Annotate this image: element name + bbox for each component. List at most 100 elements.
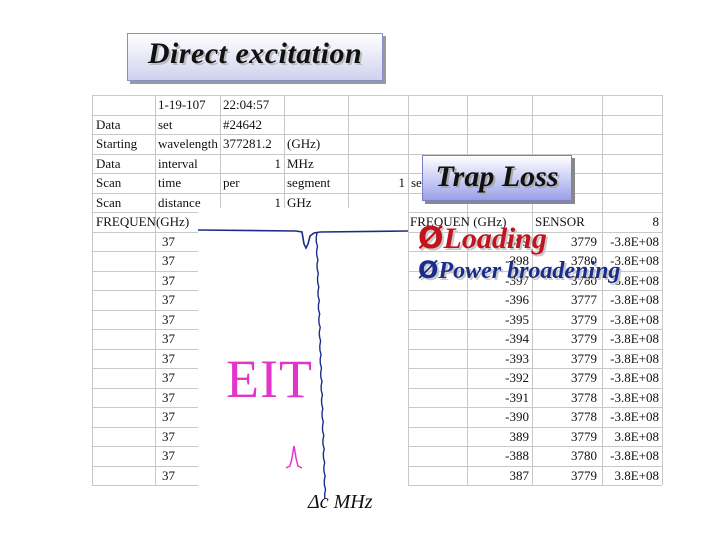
sheet-cell: FREQUEN (GHz) xyxy=(410,214,507,229)
sheet-cell: 1-19-107 xyxy=(158,97,206,112)
sheet-cell: 3778 xyxy=(571,409,597,424)
sheet-cell: -3.8E+08 xyxy=(610,253,659,268)
sheet-cell: -399 xyxy=(505,233,529,249)
trap-loss-spectrum xyxy=(197,229,409,499)
sheet-cell: set xyxy=(158,116,173,132)
eit-peak-trace xyxy=(285,445,303,469)
sheet-cell: -3.8E+08 xyxy=(610,331,659,346)
sheet-cell: -395 xyxy=(505,311,529,327)
bullet-power-broadening: ØPower broadening xyxy=(418,256,620,285)
grid-line-horizontal xyxy=(92,114,662,116)
sheet-cell: time xyxy=(158,175,182,190)
sheet-cell: 37 xyxy=(162,272,175,288)
sheet-cell: 3779 xyxy=(571,370,597,385)
detuning-symbol: Δc xyxy=(308,491,329,513)
arrow-bullet-icon: Ø xyxy=(418,221,444,256)
sheet-cell: 37 xyxy=(162,389,175,405)
sheet-cell: (GHz) xyxy=(287,136,321,151)
sheet-cell: SENSOR xyxy=(535,214,585,229)
sheet-cell: -3.8E+08 xyxy=(610,292,659,307)
detuning-unit: MHz xyxy=(333,491,373,513)
sheet-cell: 3780 xyxy=(571,272,597,288)
sheet-cell: 22:04:57 xyxy=(223,97,270,112)
spectrum-upper-trace xyxy=(197,229,409,250)
sheet-cell: 3778 xyxy=(571,389,597,405)
sheet-cell: wavelength xyxy=(158,136,218,151)
sheet-cell: 3779 xyxy=(571,350,597,366)
sheet-cell: -3.8E+08 xyxy=(610,272,659,288)
sheet-cell: 37 xyxy=(162,448,175,463)
arrow-bullet-icon: Ø xyxy=(418,256,439,284)
sheet-cell: 3780 xyxy=(571,253,597,268)
sheet-cell: interval xyxy=(158,155,198,171)
sheet-cell: 389 xyxy=(509,428,530,444)
bullet-power-broadening-text: Power broadening xyxy=(438,258,621,284)
trap-loss-title: Trap Loss xyxy=(435,160,559,193)
grid-line-horizontal xyxy=(92,153,662,155)
sheet-cell: 1 xyxy=(274,194,282,210)
sheet-cell: 3779 xyxy=(571,233,597,249)
sheet-cell: 1 xyxy=(398,175,406,190)
sheet-cell: distance xyxy=(158,194,201,210)
sheet-cell: 3779 xyxy=(571,428,597,444)
sheet-cell: 387 xyxy=(509,467,530,483)
sheet-cell: MHz xyxy=(287,155,314,171)
sheet-cell: 3779 xyxy=(571,311,597,327)
sheet-cell: -393 xyxy=(505,350,529,366)
sheet-cell: -394 xyxy=(505,331,529,346)
sheet-cell: #24642 xyxy=(223,116,262,132)
sheet-cell: -396 xyxy=(505,292,529,307)
sheet-cell: -398 xyxy=(505,253,529,268)
grid-line-horizontal xyxy=(92,95,662,96)
sheet-cell: Scan xyxy=(96,175,122,190)
bullet-loading: ØLoading xyxy=(418,221,547,256)
eit-label: EIT xyxy=(226,349,313,409)
slide-title: Direct excitation xyxy=(147,37,363,70)
sheet-cell: 37 xyxy=(162,350,175,366)
sheet-cell: 37 xyxy=(162,253,175,268)
spreadsheet-background: 1-19-107 22:04:57 Data set #24642 Starting wav… xyxy=(92,95,663,486)
sheet-cell: Starting xyxy=(96,136,138,151)
sheet-cell: -3.8E+08 xyxy=(610,448,659,463)
sheet-cell: -3.8E+08 xyxy=(610,350,659,366)
sheet-cell: 3777 xyxy=(571,292,597,307)
spectrum-resonance-trace xyxy=(315,232,327,499)
sheet-cell: 37 xyxy=(162,292,175,307)
trap-loss-title-box: Trap Loss xyxy=(422,155,572,201)
grid-line-vertical xyxy=(662,95,663,485)
sheet-cell: 3779 xyxy=(571,331,597,346)
sheet-cell: -397 xyxy=(505,272,529,288)
sheet-cell: GHz xyxy=(287,194,312,210)
trap-loss-plot xyxy=(197,208,409,508)
sheet-cell: Data xyxy=(96,155,121,171)
sheet-cell: -392 xyxy=(505,370,529,385)
sheet-cell: 8 xyxy=(652,214,660,229)
sheet-cell: 37 xyxy=(162,428,175,444)
sheet-cell: 37 xyxy=(162,233,175,249)
sheet-cell: -391 xyxy=(505,389,529,405)
sheet-cell: 377281.2 xyxy=(223,136,272,151)
slide-title-box: Direct excitation xyxy=(127,33,383,81)
sheet-cell: -388 xyxy=(505,448,529,463)
sheet-cell: -3.8E+08 xyxy=(610,370,659,385)
sheet-cell: 37 xyxy=(162,370,175,385)
sheet-cell: 3780 xyxy=(571,448,597,463)
sheet-cell: Scan xyxy=(96,194,122,210)
sheet-cell: 37 xyxy=(162,409,175,424)
sheet-cell: 37 xyxy=(162,331,175,346)
sheet-cell: Data xyxy=(96,116,121,132)
sheet-cell: 3.8E+08 xyxy=(614,428,659,444)
x-axis-label: Δc MHz xyxy=(308,491,373,514)
sheet-cell: segment xyxy=(287,175,331,190)
sheet-cell: 3779 xyxy=(571,467,597,483)
sheet-cell: 37 xyxy=(162,467,175,483)
sheet-cell: per xyxy=(223,175,240,190)
sheet-cell: -3.8E+08 xyxy=(610,311,659,327)
sheet-cell: -3.8E+08 xyxy=(610,389,659,405)
sheet-cell: FREQUEN(GHz) xyxy=(96,214,190,229)
sheet-cell: 3.8E+08 xyxy=(614,467,659,483)
grid-line-horizontal xyxy=(92,192,662,194)
bullet-loading-text: Loading xyxy=(443,222,547,255)
sheet-cell: 37 xyxy=(162,311,175,327)
grid-line-horizontal xyxy=(92,134,662,135)
